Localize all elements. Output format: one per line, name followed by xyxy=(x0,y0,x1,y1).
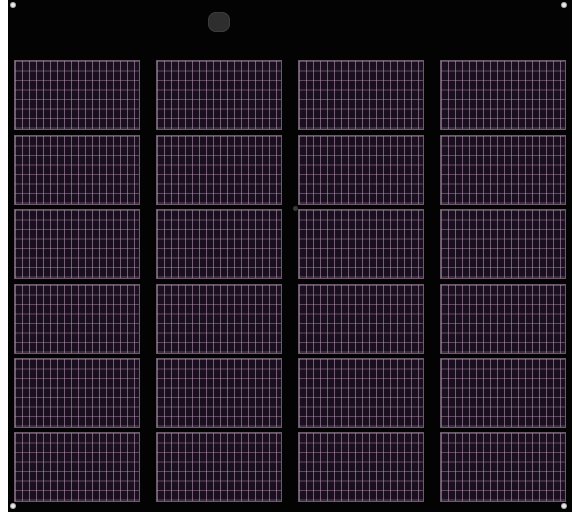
solar-cell-r6-c2 xyxy=(156,432,282,502)
solar-cell-r2-c2 xyxy=(156,135,282,205)
solar-cell-r4-c4 xyxy=(440,284,566,354)
grommet-top-left xyxy=(10,2,16,8)
solar-cell-r6-c3 xyxy=(298,432,424,502)
grommet-top-right xyxy=(561,2,567,8)
solar-cell-r6-c4 xyxy=(440,432,566,502)
solar-cell-r5-c4 xyxy=(440,358,566,428)
solar-cell-r1-c4 xyxy=(440,60,566,130)
solar-cell-r5-c2 xyxy=(156,358,282,428)
solar-cell-r6-c1 xyxy=(14,432,140,502)
grommet-bottom-right xyxy=(561,503,567,509)
solar-cell-r3-c3 xyxy=(298,209,424,279)
solar-cell-r4-c2 xyxy=(156,284,282,354)
solar-cell-r2-c4 xyxy=(440,135,566,205)
solar-cell-r5-c3 xyxy=(298,358,424,428)
solar-cell-r3-c2 xyxy=(156,209,282,279)
junction-box xyxy=(208,12,230,32)
solar-cell-r5-c1 xyxy=(14,358,140,428)
solar-cell-r4-c1 xyxy=(14,284,140,354)
solar-cell-r4-c3 xyxy=(298,284,424,354)
solar-cell-r1-c2 xyxy=(156,60,282,130)
solar-cell-r1-c1 xyxy=(14,60,140,130)
solar-cell-r3-c1 xyxy=(14,209,140,279)
solar-cell-r3-c4 xyxy=(440,209,566,279)
grommet-bottom-left xyxy=(10,503,16,509)
solar-cell-r2-c3 xyxy=(298,135,424,205)
center-screw xyxy=(293,206,298,211)
solar-cell-r2-c1 xyxy=(14,135,140,205)
solar-cell-r1-c3 xyxy=(298,60,424,130)
